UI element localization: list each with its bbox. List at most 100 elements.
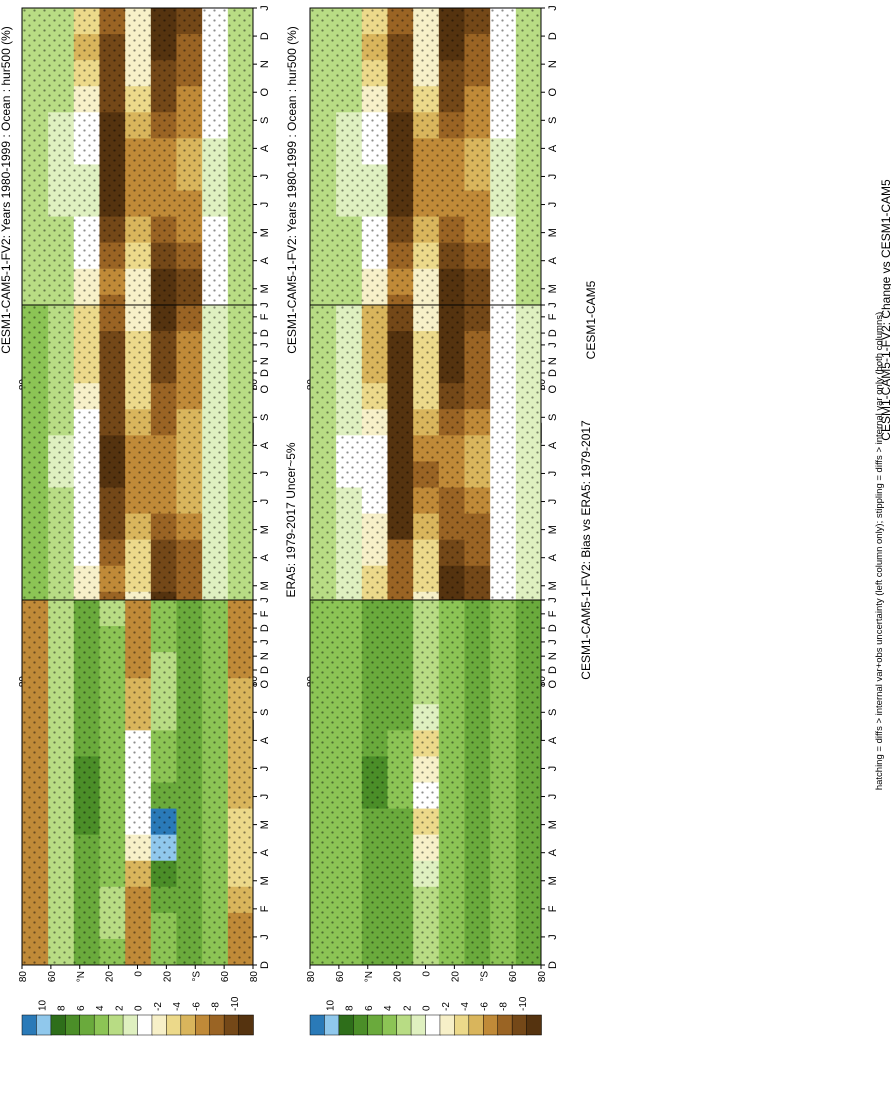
colorbar-swatch (195, 1015, 210, 1035)
time-tick-label: J (259, 5, 271, 11)
lat-tick-label: °N (364, 971, 375, 982)
colorbar-swatch (239, 1015, 254, 1035)
lat-tick-label: 0 (422, 971, 433, 977)
time-tick-label: O (547, 680, 559, 689)
time-tick-label: A (259, 736, 271, 744)
time-tick-label: S (259, 414, 271, 421)
time-tick-label: M (547, 525, 559, 534)
colorbar-swatch (469, 1015, 484, 1035)
lat-tick-label: 60 (508, 971, 519, 983)
time-tick-label: F (547, 610, 559, 617)
lat-tick-label: 80 (18, 971, 29, 983)
colorbar-swatch (397, 1015, 412, 1035)
time-tick-label: O (547, 385, 559, 394)
panel-title-group: ERA5: 1979-2017 Uncer~5% (284, 442, 298, 597)
colorbar-label: -6 (191, 1002, 202, 1011)
time-tick-label: J (259, 766, 271, 772)
footnote: hatching = diffs > internal var+obs unce… (874, 312, 885, 790)
colorbar-label: -10 (518, 996, 529, 1011)
panel-title-group: CESM1-CAM5-1-FV2: Bias vs ERA5: 1979-201… (579, 420, 593, 680)
time-tick-label: A (547, 256, 559, 264)
colorbar-swatch (94, 1015, 109, 1035)
colorbar-label: -4 (172, 1002, 183, 1011)
panel-title-group: CESM1-CAM5 (584, 280, 598, 359)
lat-tick-label: 60 (220, 971, 231, 983)
colorbar-label: -8 (499, 1002, 510, 1011)
time-tick-label: A (259, 848, 271, 856)
colorbar-swatch (310, 1015, 325, 1035)
colorbar-swatch (224, 1015, 239, 1035)
time-tick-label: S (547, 117, 559, 124)
time-tick-label: J (547, 794, 559, 800)
stipple-overlay (22, 600, 253, 965)
time-tick-label: J (547, 342, 559, 348)
time-tick-label: D (259, 369, 271, 377)
lat-tick-label: °N (76, 971, 87, 982)
time-tick-label: N (547, 652, 559, 660)
colorbar-swatch (65, 1015, 80, 1035)
colorbar-swatch (440, 1015, 455, 1035)
time-tick-label: O (547, 88, 559, 97)
colorbar-swatch (166, 1015, 181, 1035)
time-tick-label: J (259, 471, 271, 477)
time-tick-label: J (259, 174, 271, 180)
lat-tick-label: 80 (537, 971, 548, 983)
time-tick-label: J (547, 597, 559, 603)
time-tick-label: D (259, 961, 271, 969)
time-tick-label: M (259, 228, 271, 237)
lat-tick-label: 0 (134, 971, 145, 977)
time-tick-label: O (259, 385, 271, 394)
colorbar-swatch (339, 1015, 354, 1035)
colorbar-swatch (411, 1015, 426, 1035)
colorbar-label: -2 (153, 1002, 164, 1011)
time-tick-label: J (259, 597, 271, 603)
time-tick-label: J (259, 639, 271, 645)
time-tick-label: M (259, 525, 271, 534)
panel-title: CESM1-CAM5-1-FV2: Years 1980-1999 : Ocea… (0, 26, 13, 354)
colorbar-swatch (36, 1015, 51, 1035)
time-tick-label: M (547, 820, 559, 829)
time-tick-label: D (259, 624, 271, 632)
footnote-group: hatching = diffs > internal var+obs unce… (874, 312, 885, 790)
colorbar-swatch (512, 1015, 527, 1035)
colorbar-swatch (454, 1015, 469, 1035)
lat-tick-label: 20 (162, 971, 173, 983)
time-tick-label: O (259, 680, 271, 689)
colorbar-label: -2 (441, 1002, 452, 1011)
time-tick-label: F (259, 905, 271, 912)
lat-tick-label: 60 (335, 971, 346, 983)
colorbar-label: 6 (364, 1005, 375, 1011)
lat-tick-label: °S (191, 971, 202, 982)
time-tick-label: D (547, 329, 559, 337)
time-tick-label: N (259, 652, 271, 660)
time-tick-label: M (547, 284, 559, 293)
colorbar-e: 10 8 6 4 2 0 -2 -4 -6 -8 -10 (22, 996, 254, 1035)
time-tick-label: M (259, 820, 271, 829)
time-tick-label: D (547, 369, 559, 377)
time-tick-label: J (547, 471, 559, 477)
time-tick-label: A (547, 144, 559, 152)
panel-title: ERA5: 1979-2017 Uncer~5% (284, 442, 298, 597)
lat-tick-label: 60 (47, 971, 58, 983)
colorbar-label: -6 (479, 1002, 490, 1011)
time-tick-label: F (547, 313, 559, 320)
colorbar-label: -4 (460, 1002, 471, 1011)
plot-frame-e: DJFMAMJJASONDJ80 60 °N 20 0 20 °S 60 80 (18, 597, 271, 982)
time-tick-label: J (547, 639, 559, 645)
time-tick-label: N (547, 357, 559, 365)
colorbar-label: 10 (37, 999, 48, 1011)
colorbar-label: 4 (383, 1005, 394, 1011)
lat-tick-label: 20 (393, 971, 404, 983)
colorbar-swatch (426, 1015, 441, 1035)
colorbar-label: 4 (95, 1005, 106, 1011)
colorbar-f: 10 8 6 4 2 0 -2 -4 -6 -8 -10 (310, 996, 542, 1035)
time-tick-label: J (547, 5, 559, 11)
colorbar-swatch (527, 1015, 542, 1035)
lat-tick-label: 80 (306, 971, 317, 983)
time-tick-label: A (259, 553, 271, 561)
colorbar-label: 6 (76, 1005, 87, 1011)
time-tick-label: F (259, 313, 271, 320)
colorbar-swatch (51, 1015, 66, 1035)
time-tick-label: A (259, 144, 271, 152)
